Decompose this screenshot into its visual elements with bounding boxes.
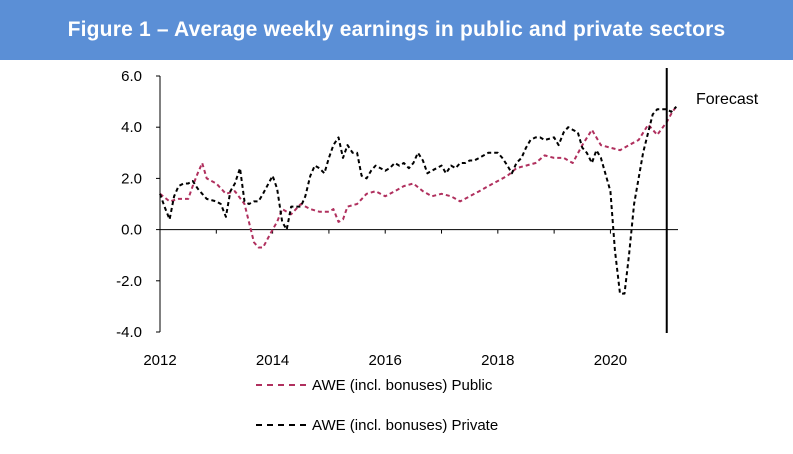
y-tick-label: 6.0 xyxy=(121,68,142,85)
y-tick-label: -4.0 xyxy=(116,324,142,341)
x-tick-label: 2018 xyxy=(481,352,514,369)
y-tick-label: 0.0 xyxy=(121,222,142,239)
legend-swatch-private xyxy=(256,424,306,426)
series-line-private xyxy=(159,105,678,295)
legend-label-private: AWE (incl. bonuses) Private xyxy=(312,416,499,434)
legend-label-public: AWE (incl. bonuses) Public xyxy=(312,376,493,394)
x-tick-label: 2020 xyxy=(594,352,627,369)
series-line-public xyxy=(159,106,678,249)
x-tick-label: 2012 xyxy=(143,352,176,369)
chart-title: Figure 1 – Average weekly earnings in pu… xyxy=(67,18,726,41)
legend-swatch-public xyxy=(256,384,306,386)
y-tick-label: -2.0 xyxy=(116,273,142,290)
y-tick-label: 2.0 xyxy=(121,170,142,187)
chart-title-bar: Figure 1 – Average weekly earnings in pu… xyxy=(0,0,793,60)
forecast-label: Forecast xyxy=(696,91,759,108)
legend-item-public: AWE (incl. bonuses) Public xyxy=(256,374,498,396)
x-tick-label: 2016 xyxy=(369,352,402,369)
x-tick-label: 2014 xyxy=(256,352,289,369)
chart-legend: AWE (incl. bonuses) Public AWE (incl. bo… xyxy=(256,374,498,454)
y-tick-label: 4.0 xyxy=(121,119,142,136)
legend-item-private: AWE (incl. bonuses) Private xyxy=(256,414,498,436)
